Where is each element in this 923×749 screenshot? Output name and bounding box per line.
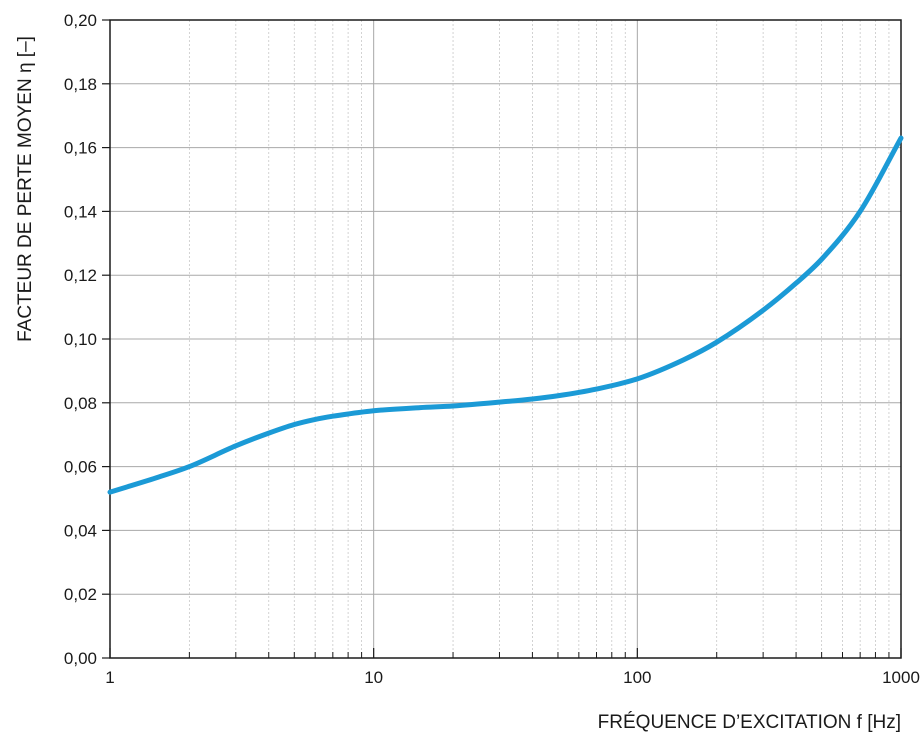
axis-ticks — [102, 19, 902, 659]
x-tick-labels: 1 10 100 1000 — [105, 668, 920, 687]
y-tick-label: 0,12 — [64, 266, 97, 285]
x-tick-label: 1000 — [882, 668, 920, 687]
y-tick-label: 0,08 — [64, 394, 97, 413]
x-tick-label: 1 — [105, 668, 114, 687]
y-tick-label: 0,20 — [64, 11, 97, 30]
y-tick-labels: 0,00 0,02 0,04 0,06 0,08 0,10 0,12 0,14 0,16 0,18… — [64, 11, 97, 668]
x-axis-title: FRÉQUENCE D’EXCITATION f [Hz] — [598, 712, 901, 733]
y-tick-label: 0,10 — [64, 330, 97, 349]
y-tick-label: 0,14 — [64, 202, 97, 221]
y-tick-label: 0,06 — [64, 458, 97, 477]
series-line — [107, 135, 904, 495]
y-axis-title: FACTEUR DE PERTE MOYEN η [–] — [15, 36, 36, 342]
major-grid — [109, 19, 902, 659]
y-tick-label: 0,00 — [64, 649, 97, 668]
x-tick-label: 100 — [623, 668, 651, 687]
y-tick-label: 0,16 — [64, 139, 97, 158]
y-tick-label: 0,18 — [64, 75, 97, 94]
y-tick-label: 0,04 — [64, 521, 97, 540]
x-tick-label: 10 — [364, 668, 383, 687]
y-tick-label: 0,02 — [64, 585, 97, 604]
